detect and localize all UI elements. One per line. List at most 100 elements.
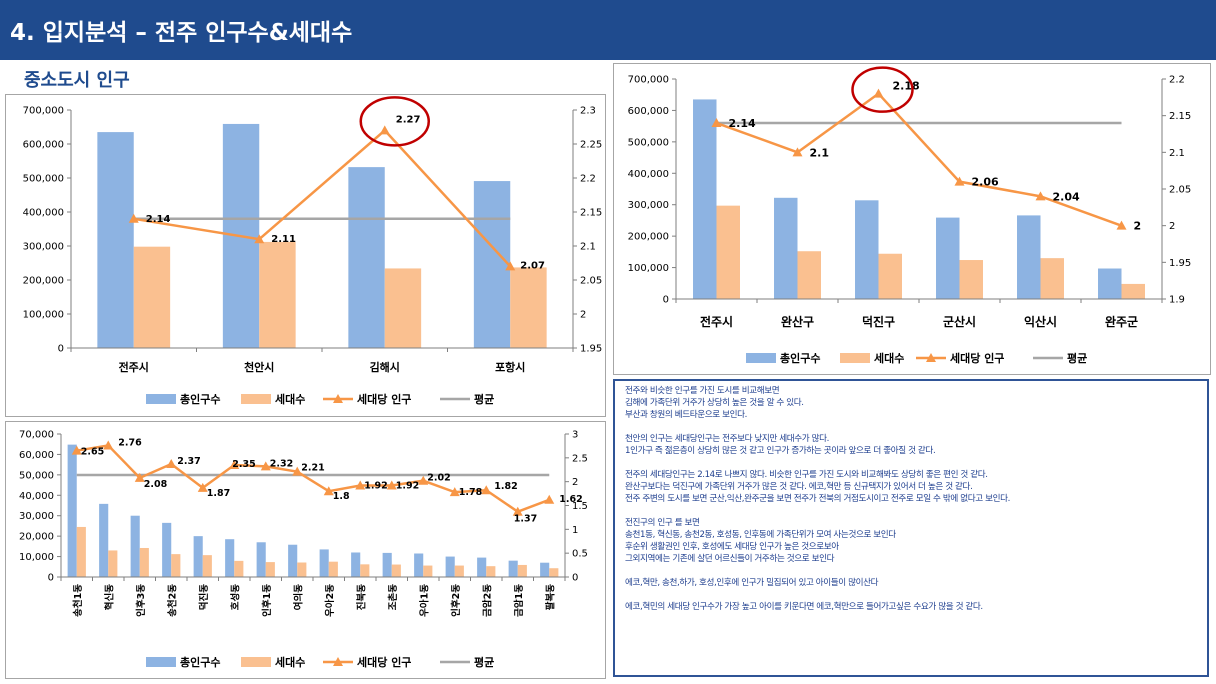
data-label: 2.18	[893, 80, 920, 93]
per-household-marker	[103, 440, 114, 450]
category-label: 우아2동	[324, 584, 336, 617]
y2-axis-tick-label: 1.95	[580, 344, 602, 355]
per-household-marker	[418, 475, 429, 485]
y2-axis-tick-label: 1.95	[1169, 258, 1191, 269]
y2-axis-tick-label: 2.1	[580, 242, 596, 253]
bar-households	[328, 561, 338, 577]
y-axis-tick-label: 50,000	[19, 470, 54, 481]
per-household-marker	[128, 213, 139, 223]
y-axis-tick-label: 70,000	[19, 430, 54, 441]
legend-swatch-households	[241, 394, 271, 404]
category-label: 송천2동	[166, 584, 178, 617]
bar-households	[139, 547, 149, 577]
y-axis-tick-label: 600,000	[23, 140, 64, 151]
highlight-circle	[359, 96, 430, 147]
legend-marker-per-household	[333, 394, 343, 403]
note-line: 송천1동, 혁신동, 송천2동, 호성동, 인후동에 가족단위가 모여 사는것으…	[625, 530, 896, 540]
y2-axis-tick-label: 3	[572, 430, 578, 441]
bar-total-population	[936, 217, 960, 299]
per-household-line	[133, 128, 512, 268]
per-household-marker	[323, 486, 334, 496]
bar-households	[202, 555, 212, 577]
legend-swatch-total	[146, 657, 176, 667]
bar-total-population	[1017, 215, 1041, 299]
data-label: 1.62	[559, 494, 582, 505]
y2-axis-tick-label: 2.1	[1169, 148, 1185, 159]
category-label: 덕진구	[862, 314, 895, 329]
y-axis-tick-label: 300,000	[23, 242, 64, 253]
y2-axis-tick-label: 2	[1169, 221, 1175, 232]
per-household-marker	[711, 118, 722, 127]
bar-households	[549, 568, 559, 577]
legend-swatch-total	[746, 353, 776, 363]
per-household-line	[76, 444, 550, 514]
y-axis-tick-label: 500,000	[23, 174, 64, 185]
per-household-marker	[449, 487, 460, 497]
bar-total-population	[382, 552, 392, 577]
chart-jeonju-dongs: 0 10,000 20,000 30,000 40,000 50,000 60,000 70,…	[5, 421, 606, 679]
y-axis-tick-label: 600,000	[628, 106, 669, 117]
y-axis-tick-label: 500,000	[628, 137, 669, 148]
y-axis-tick-label: 400,000	[628, 169, 669, 180]
data-label: 1.82	[494, 481, 517, 492]
y-axis-tick-label: 20,000	[19, 532, 54, 543]
per-household-marker	[505, 261, 516, 271]
bar-households	[1040, 258, 1064, 299]
note-line: 전주의 세대당인구는 2.14로 나쁘지 않다. 비슷한 인구를 가진 도시와 …	[625, 470, 988, 480]
note-line: 후순위 생활권인 인후, 호성에도 세대당 인구가 높은 것으로보아	[625, 542, 839, 552]
legend-label-total: 총인구수	[780, 351, 820, 365]
per-household-marker	[954, 176, 965, 186]
note-line: 1인가구 즉 젊은층이 상당히 많은 것 같고 인구가 증가하는 곳이라 앞으로…	[625, 446, 936, 456]
chart-mid-size-cities-svg: 0 100,000 200,000 300,000 400,000 500,000 600,…	[23, 96, 602, 406]
y2-axis-tick-label: 2.2	[1169, 75, 1185, 86]
note-line: 천안의 인구는 세대당인구는 전주보다 낮지만 세대수가 많다.	[625, 434, 829, 444]
y-axis-tick-label: 700,000	[23, 106, 64, 117]
bar-total-population	[414, 553, 424, 577]
category-label: 전주시	[119, 360, 149, 374]
bar-total-population	[130, 515, 140, 577]
bar-total-population	[193, 536, 203, 577]
data-label: 2.35	[232, 459, 255, 470]
bar-households	[265, 562, 275, 577]
bar-total-population	[508, 560, 518, 577]
category-label: 인후1동	[261, 584, 273, 617]
note-line: 전주와 비슷한 인구를 가진 도시를 비교해보면	[625, 386, 780, 396]
bar-households	[510, 267, 547, 348]
per-household-marker	[792, 147, 803, 157]
data-label: 2.21	[301, 463, 324, 474]
bar-total-population	[319, 549, 329, 577]
per-household-marker	[166, 459, 177, 469]
legend-label-per-household: 세대당 인구	[357, 392, 411, 406]
category-label: 덕진동	[198, 584, 210, 610]
data-label: 1.92	[364, 480, 387, 491]
y2-axis-tick-label: 2.25	[580, 140, 602, 151]
chart-jeonju-dongs-svg: 0 10,000 20,000 30,000 40,000 50,000 60,000 70,…	[19, 430, 588, 670]
data-label: 2.14	[146, 214, 171, 225]
category-label: 진북동	[355, 584, 367, 610]
category-label: 인후3동	[135, 584, 147, 617]
per-household-line	[716, 92, 1122, 227]
data-label: 1.8	[333, 491, 350, 502]
note-line: 전주 주변의 도시를 보면 군산,익산,완주군을 보면 전주가 전북의 거점도시…	[625, 494, 1010, 504]
data-label: 2.14	[729, 117, 756, 130]
legend-label-households: 세대수	[275, 655, 305, 669]
data-label: 2.08	[144, 479, 168, 490]
data-label: 1.87	[207, 488, 230, 499]
y-axis-tick-label: 100,000	[628, 263, 669, 274]
bar-households	[108, 550, 118, 577]
y2-axis-tick-label: 0.5	[572, 549, 588, 560]
y2-axis-tick-label: 2.15	[580, 208, 602, 219]
bar-households	[259, 241, 296, 348]
legend-label-average: 평균	[1067, 351, 1087, 365]
note-line: 그외지역에는 기존에 살던 어르신들이 거주하는 것으로 보인다	[625, 554, 835, 564]
bar-households	[234, 560, 244, 577]
category-label: 완산구	[781, 314, 814, 329]
bar-households	[391, 564, 401, 577]
data-label: 2.37	[177, 456, 200, 467]
data-label: 2.04	[1053, 190, 1080, 203]
per-household-marker	[379, 125, 390, 135]
y-axis-tick-label: 100,000	[23, 310, 64, 321]
bar-total-population	[855, 200, 879, 299]
y2-axis-tick-label: 1	[572, 525, 578, 536]
bar-households	[454, 565, 464, 577]
